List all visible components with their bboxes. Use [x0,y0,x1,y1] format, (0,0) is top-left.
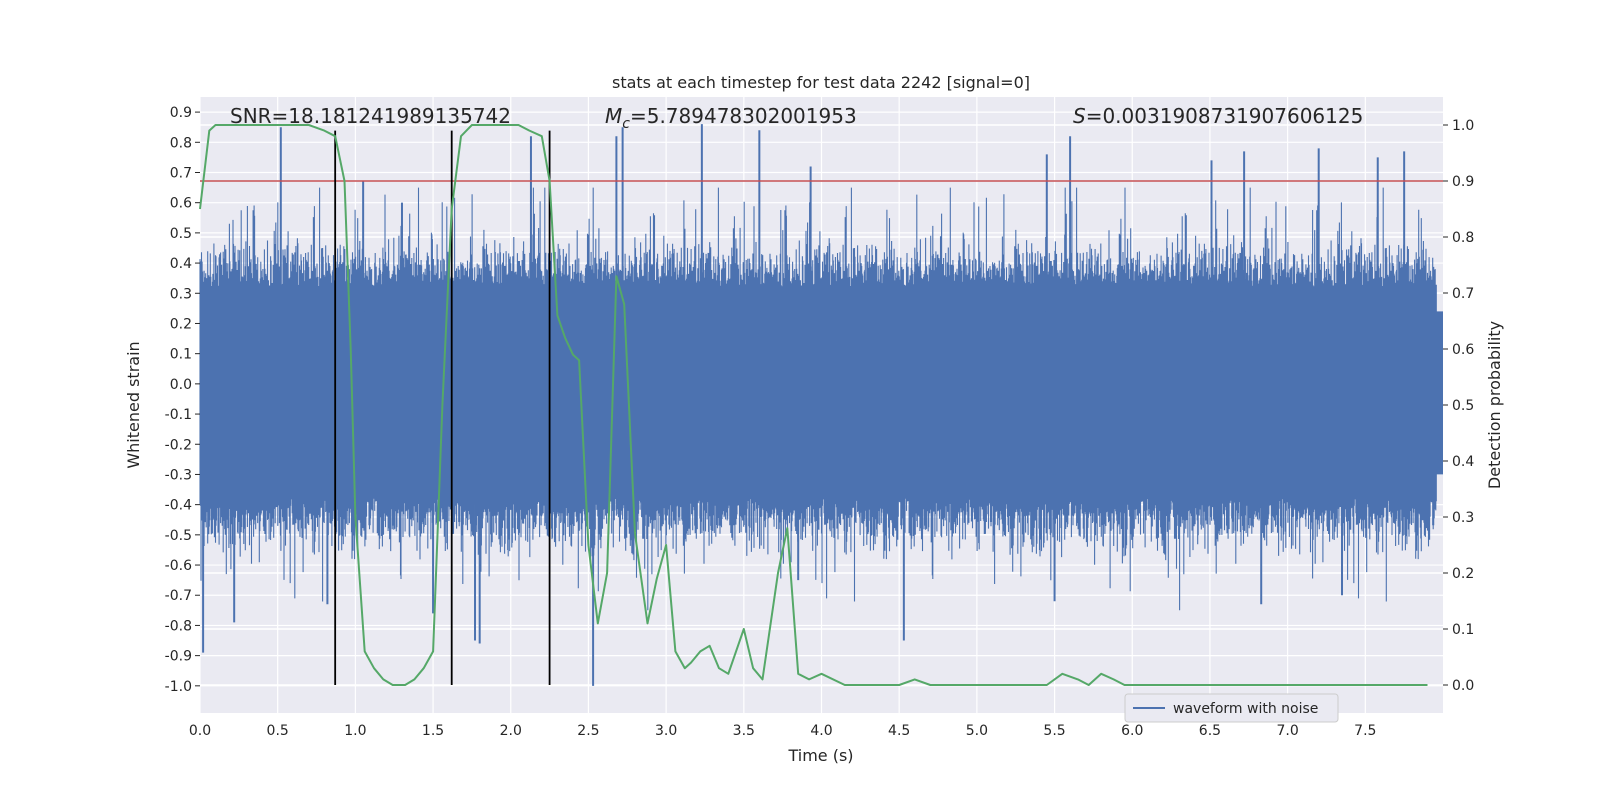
legend: waveform with noise [1124,693,1339,723]
left-tick-label: -0.3 [165,467,192,483]
chirp-mass-symbol: M [605,104,622,128]
chirp-mass-subscript: c [622,116,630,132]
right-tick-label: 0.4 [1452,454,1474,470]
left-tick-label: 0.2 [170,316,192,332]
x-tick-label: 4.5 [888,723,910,739]
left-tick-label: 0.8 [170,135,192,151]
waveform-core-band [200,311,1443,475]
chirp-mass-annotation: Mc=5.789478302001953 [605,104,857,132]
left-tick-label: 0.3 [170,286,192,302]
x-tick-label: 6.0 [1121,723,1143,739]
right-tick-label: 0.7 [1452,286,1474,302]
x-tick-label: 5.0 [966,723,988,739]
left-tick-label: 0.7 [170,165,192,181]
x-tick-label: 7.0 [1276,723,1298,739]
x-tick-label: 0.0 [189,723,211,739]
y-axis-right-title: Detection probability [1485,321,1504,489]
x-tick-label: 0.5 [267,723,289,739]
left-tick-label: -0.4 [165,498,192,514]
chirp-mass-value: =5.789478302001953 [630,104,857,128]
x-tick-label: 4.0 [810,723,832,739]
left-tick-label: -0.9 [165,649,192,665]
right-tick-label: 0.9 [1452,174,1474,190]
right-tick-label: 0.6 [1452,342,1474,358]
right-tick-label: 0.1 [1452,622,1474,638]
x-axis-ticks: 0.0 0.5 1.0 1.5 2.0 2.5 3.0 3.5 4.0 4.5 5.0 5.5 6.0 6… [189,723,1377,739]
left-y-axis-ticks: 0.9 0.8 0.7 0.6 0.5 0.4 0.3 0.2 0.1 0.0 -0.1 -0.2 -0… [165,105,200,695]
legend-label-waveform: waveform with noise [1173,701,1318,717]
right-tick-label: 0.8 [1452,230,1474,246]
left-tick-label: 0.5 [170,226,192,242]
legend-box [1124,693,1339,723]
detection-probability-line [199,124,1428,686]
left-tick-label: 0.4 [170,256,192,272]
right-tick-label: 0.3 [1452,510,1474,526]
y-axis-left-title: Whitened strain [124,341,143,468]
x-tick-label: 3.5 [733,723,755,739]
left-tick-label: -0.2 [165,437,192,453]
left-tick-label: -0.1 [165,407,192,423]
x-tick-label: 2.5 [577,723,599,739]
chart-title: stats at each timestep for test data 224… [612,73,1030,92]
x-tick-label: 1.0 [344,723,366,739]
x-tick-label: 6.5 [1199,723,1221,739]
x-tick-label: 3.0 [655,723,677,739]
left-tick-label: 0.6 [170,196,192,212]
left-tick-label: -0.8 [165,618,192,634]
s-symbol: S [1073,104,1086,128]
left-tick-label: -0.5 [165,528,192,544]
right-tick-label: 0.2 [1452,566,1474,582]
right-tick-label: 0.5 [1452,398,1474,414]
waveform-series [199,124,1443,686]
x-tick-label: 5.5 [1043,723,1065,739]
left-tick-label: 0.9 [170,105,192,121]
x-tick-label: 2.0 [500,723,522,739]
x-axis-title: Time (s) [787,746,853,765]
left-tick-label: -0.7 [165,588,192,604]
s-value: =0.0031908731907606125 [1086,104,1364,128]
snr-annotation: SNR=18.181241989135742 [230,104,511,128]
left-tick-label: 0.1 [170,347,192,363]
left-tick-label: -1.0 [165,679,192,695]
right-y-axis-ticks: 1.0 0.9 0.8 0.7 0.6 0.5 0.4 0.3 0.2 0.1 0.0 [1443,118,1474,694]
probability-series [199,124,1428,686]
right-tick-label: 0.0 [1452,678,1474,694]
left-tick-label: -0.6 [165,558,192,574]
x-tick-label: 1.5 [422,723,444,739]
x-tick-label: 7.5 [1354,723,1376,739]
s-annotation: S=0.0031908731907606125 [1073,104,1363,128]
right-tick-label: 1.0 [1452,118,1474,134]
left-tick-label: 0.0 [170,377,192,393]
